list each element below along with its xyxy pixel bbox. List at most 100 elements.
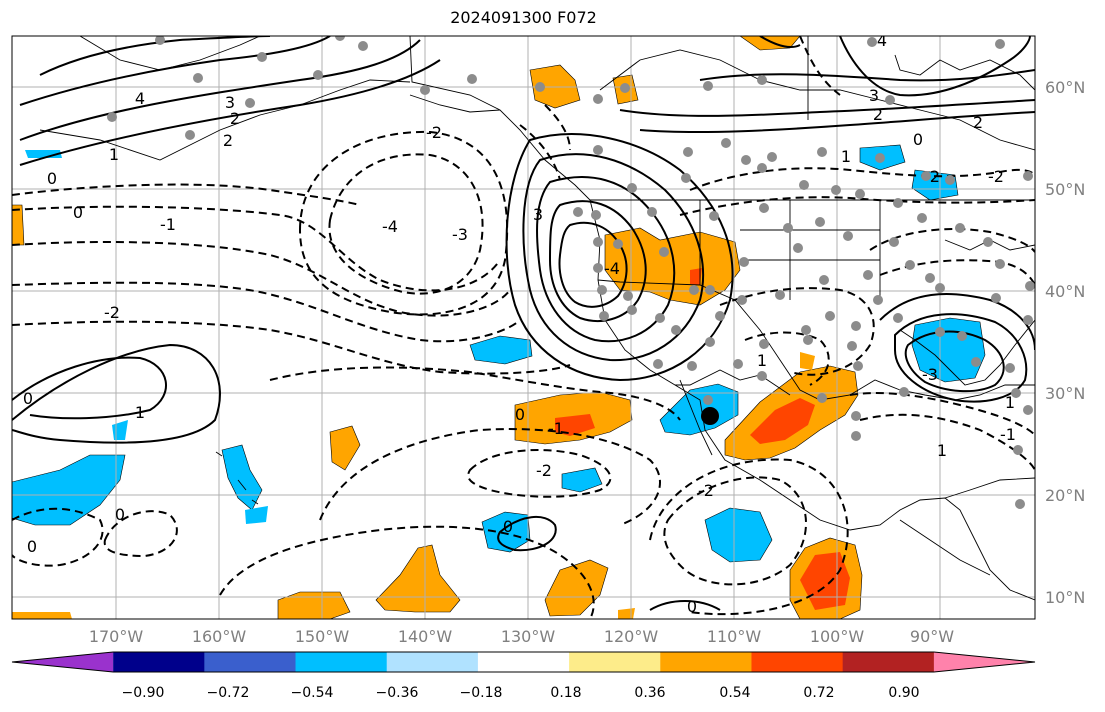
station-dot	[647, 207, 657, 217]
colorbar-segment	[660, 652, 752, 672]
station-dot	[655, 313, 665, 323]
station-dot	[741, 155, 751, 165]
station-dot	[1023, 315, 1033, 325]
station-dot	[1011, 388, 1021, 398]
station-dot	[687, 361, 697, 371]
station-dot	[1025, 281, 1035, 291]
station-dot	[420, 85, 430, 95]
station-dots	[107, 36, 1035, 509]
station-dot	[705, 285, 715, 295]
contour-label: 4	[877, 31, 887, 50]
station-dot	[991, 293, 1001, 303]
contour-label: 2	[973, 113, 983, 132]
station-dot	[847, 341, 857, 351]
colorbar-tick-label: 0.90	[888, 685, 919, 701]
contour-label: -1	[160, 215, 176, 234]
storm-marker	[701, 407, 719, 425]
contour-label: 1	[135, 403, 145, 422]
colorbar-tick-labels: −0.90 −0.72 −0.54 −0.36 −0.18 0.18 0.36 …	[122, 685, 920, 701]
station-dot	[257, 52, 267, 62]
colorbar-segment	[386, 652, 479, 672]
contour-label: -2	[698, 481, 714, 500]
station-dot	[885, 95, 895, 105]
contour-label: -3	[922, 365, 938, 384]
contour-label: 1	[1005, 393, 1015, 412]
colorbar-tick-label: −0.72	[207, 685, 250, 701]
station-dot	[767, 152, 777, 162]
colorbar-extend-low	[12, 652, 114, 672]
station-dot	[1023, 405, 1033, 415]
station-dot	[739, 257, 749, 267]
station-dot	[653, 359, 663, 369]
station-dot	[627, 183, 637, 193]
lon-label: 150°W	[295, 627, 350, 646]
contour-label: -4	[604, 259, 620, 278]
station-dot	[935, 283, 945, 293]
station-dot	[995, 39, 1005, 49]
colorbar-tick-label: −0.36	[376, 685, 419, 701]
lat-label: 10°N	[1045, 588, 1085, 607]
lat-label: 60°N	[1045, 78, 1085, 97]
station-dot	[671, 325, 681, 335]
contour-label: 3	[533, 205, 543, 224]
contour-label: -2	[988, 167, 1004, 186]
colorbar-extend-high	[933, 652, 1035, 672]
colorbar-tick-label: 0.36	[634, 685, 665, 701]
station-dot	[831, 185, 841, 195]
station-dot	[775, 290, 785, 300]
station-dot	[757, 163, 767, 173]
contour-label: 0	[503, 517, 513, 536]
contour-label: -3	[452, 225, 468, 244]
lon-label: 110°W	[707, 627, 762, 646]
colorbar	[11, 651, 1036, 673]
station-dot	[107, 112, 117, 122]
station-dot	[721, 138, 731, 148]
station-dot	[591, 210, 601, 220]
station-dot	[899, 387, 909, 397]
contour-label: -4	[382, 217, 398, 236]
station-dot	[703, 81, 713, 91]
station-dot	[957, 331, 967, 341]
station-dot	[705, 337, 715, 347]
contour-label: 3	[225, 93, 235, 112]
contour-label: -2	[426, 123, 442, 142]
solid-contours	[12, 36, 1035, 611]
contour-label: 0	[23, 389, 33, 408]
station-dot	[863, 270, 873, 280]
contour-label: 0	[687, 597, 697, 616]
colorbar-segment	[113, 652, 205, 672]
station-dot	[593, 263, 603, 273]
contour-label: 1	[937, 441, 947, 460]
station-dot	[935, 327, 945, 337]
colorbar-tick-label: 0.18	[550, 685, 581, 701]
station-dot	[659, 247, 669, 257]
station-dot	[851, 431, 861, 441]
station-dot	[893, 313, 903, 323]
lon-label: 140°W	[398, 627, 453, 646]
colorbar-segment	[751, 652, 844, 672]
station-dot	[535, 82, 545, 92]
lon-label: 170°W	[89, 627, 144, 646]
station-dot	[703, 395, 713, 405]
map-frame	[11, 35, 1036, 620]
colorbar-tick-label: 0.54	[719, 685, 750, 701]
station-dot	[921, 171, 931, 181]
station-dot	[1015, 499, 1025, 509]
contour-label: 2	[873, 105, 883, 124]
contour-label: 3	[869, 86, 879, 105]
station-dot	[853, 361, 863, 371]
station-dot	[689, 285, 699, 295]
station-dot	[817, 393, 827, 403]
station-dot	[983, 237, 993, 247]
lon-label: 130°W	[501, 627, 556, 646]
station-dot	[683, 147, 693, 157]
station-dot	[185, 130, 195, 140]
colorbar-tick-label: −0.54	[291, 685, 334, 701]
station-dot	[793, 243, 803, 253]
lon-label: 160°W	[192, 627, 247, 646]
station-dot	[155, 36, 165, 45]
station-dot	[613, 239, 623, 249]
lon-label: 120°W	[604, 627, 659, 646]
station-dot	[593, 94, 603, 104]
station-dot	[803, 335, 813, 345]
